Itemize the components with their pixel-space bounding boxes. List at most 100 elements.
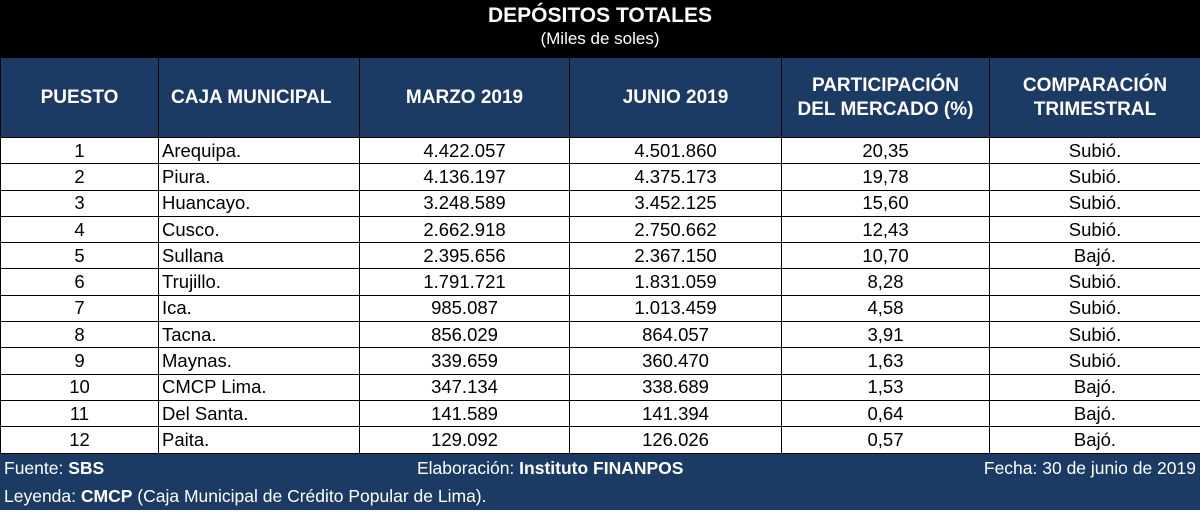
cell-comparison: Subió. — [989, 215, 1200, 244]
elaboration-value: Instituto FINANPOS — [519, 457, 684, 478]
cell-june: 1.831.059 — [569, 268, 782, 296]
table-row: 3 Huancayo. 3.248.589 3.452.125 15,60 Subió. — [0, 189, 1200, 217]
legend-note: Leyenda: CMCP (Caja Municipal de Crédito… — [4, 483, 487, 509]
cell-rank: 10 — [0, 373, 159, 401]
cell-rank: 6 — [0, 268, 159, 296]
cell-june: 360.470 — [569, 347, 782, 375]
table-row: 12 Paita. 129.092 126.026 0,57 Bajó. — [0, 426, 1200, 454]
cell-share: 12,43 — [781, 215, 990, 244]
cell-march: 129.092 — [359, 426, 570, 454]
cell-march: 339.659 — [359, 347, 570, 375]
cell-comparison: Subió. — [989, 136, 1200, 165]
cell-share: 19,78 — [781, 163, 990, 191]
cell-share: 15,60 — [781, 189, 990, 217]
cell-share: 1,63 — [781, 347, 990, 375]
footer-row-1: Fuente: SBS Elaboración: Instituto FINAN… — [4, 455, 1196, 481]
cell-share: 20,35 — [781, 136, 990, 165]
footer-row-2: Leyenda: CMCP (Caja Municipal de Crédito… — [4, 483, 1196, 509]
source-label: Fuente: — [4, 457, 64, 478]
cell-june: 126.026 — [569, 426, 782, 454]
table-row: 11 Del Santa. 141.589 141.394 0,64 Bajó. — [0, 399, 1200, 428]
cell-entity: Sullana — [158, 242, 360, 270]
cell-share: 0,57 — [781, 426, 990, 454]
cell-rank: 11 — [0, 399, 159, 428]
cell-june: 2.750.662 — [569, 215, 782, 244]
cell-rank: 12 — [0, 426, 159, 454]
legend-key: CMCP — [80, 485, 133, 506]
table-row: 10 CMCP Lima. 347.134 338.689 1,53 Bajó. — [0, 373, 1200, 401]
cell-share: 10,70 — [781, 242, 990, 270]
cell-entity: Cusco. — [158, 215, 360, 244]
cell-entity: Huancayo. — [158, 189, 360, 217]
col-header-share-line1: PARTICIPACIÓN — [811, 74, 960, 96]
cell-entity: Paita. — [158, 426, 360, 454]
table-row: 5 Sullana 2.395.656 2.367.150 10,70 Bajó. — [0, 242, 1200, 270]
cell-rank: 9 — [0, 347, 159, 375]
cell-march: 3.248.589 — [359, 189, 570, 217]
cell-comparison: Bajó. — [989, 426, 1200, 454]
cell-share: 1,53 — [781, 373, 990, 401]
legend-label: Leyenda: — [4, 485, 77, 506]
cell-rank: 2 — [0, 163, 159, 191]
cell-march: 4.136.197 — [359, 163, 570, 191]
col-header-comparison: COMPARACIÓN TRIMESTRAL — [989, 57, 1200, 138]
cell-comparison: Subió. — [989, 347, 1200, 375]
cell-rank: 8 — [0, 321, 159, 349]
cell-june: 4.375.173 — [569, 163, 782, 191]
cell-june: 1.013.459 — [569, 294, 782, 323]
cell-entity: Arequipa. — [158, 136, 360, 165]
cell-june: 141.394 — [569, 399, 782, 428]
col-header-share: PARTICIPACIÓN DEL MERCADO (%) — [781, 57, 990, 138]
col-header-comparison-line1: COMPARACIÓN — [1022, 74, 1168, 96]
cell-march: 856.029 — [359, 321, 570, 349]
cell-march: 985.087 — [359, 294, 570, 323]
cell-comparison: Subió. — [989, 189, 1200, 217]
report-title: DEPÓSITOS TOTALES — [487, 4, 713, 27]
cell-june: 3.452.125 — [569, 189, 782, 217]
cell-comparison: Bajó. — [989, 373, 1200, 401]
cell-entity: Del Santa. — [158, 399, 360, 428]
cell-rank: 4 — [0, 215, 159, 244]
cell-comparison: Subió. — [989, 163, 1200, 191]
deposits-table: PUESTO CAJA MUNICIPAL MARZO 2019 JUNIO 2… — [0, 57, 1200, 454]
col-header-entity: CAJA MUNICIPAL — [158, 57, 360, 138]
cell-share: 3,91 — [781, 321, 990, 349]
cell-march: 1.791.721 — [359, 268, 570, 296]
cell-entity: Maynas. — [158, 347, 360, 375]
report-subtitle: (Miles de soles) — [540, 29, 660, 48]
cell-entity: Trujillo. — [158, 268, 360, 296]
cell-comparison: Bajó. — [989, 399, 1200, 428]
cell-june: 338.689 — [569, 373, 782, 401]
cell-share: 0,64 — [781, 399, 990, 428]
cell-march: 347.134 — [359, 373, 570, 401]
cell-march: 4.422.057 — [359, 136, 570, 165]
cell-entity: Ica. — [158, 294, 360, 323]
cell-comparison: Bajó. — [989, 242, 1200, 270]
table-header: PUESTO CAJA MUNICIPAL MARZO 2019 JUNIO 2… — [0, 57, 1200, 138]
cell-comparison: Subió. — [989, 321, 1200, 349]
cell-share: 8,28 — [781, 268, 990, 296]
cell-june: 864.057 — [569, 321, 782, 349]
cell-rank: 7 — [0, 294, 159, 323]
cell-march: 2.662.918 — [359, 215, 570, 244]
cell-march: 141.589 — [359, 399, 570, 428]
cell-comparison: Subió. — [989, 268, 1200, 296]
cell-rank: 5 — [0, 242, 159, 270]
footer: Fuente: SBS Elaboración: Instituto FINAN… — [0, 453, 1200, 510]
legend-text: (Caja Municipal de Crédito Popular de Li… — [137, 485, 487, 506]
elaboration-label: Elaboración: — [417, 457, 515, 478]
table-row: 8 Tacna. 856.029 864.057 3,91 Subió. — [0, 321, 1200, 349]
title-band: DEPÓSITOS TOTALES (Miles de soles) — [0, 0, 1200, 57]
col-header-comparison-line2: TRIMESTRAL — [1033, 98, 1157, 120]
cell-rank: 1 — [0, 136, 159, 165]
cell-march: 2.395.656 — [359, 242, 570, 270]
date-note: Fecha: 30 de junio de 2019 — [983, 457, 1196, 478]
table-body: 1 Arequipa. 4.422.057 4.501.860 20,35 Subió. 2… — [0, 136, 1200, 454]
col-header-march: MARZO 2019 — [359, 57, 570, 138]
table-row: 2 Piura. 4.136.197 4.375.173 19,78 Subió. — [0, 163, 1200, 191]
cell-rank: 3 — [0, 189, 159, 217]
col-header-rank: PUESTO — [0, 57, 159, 138]
col-header-share-line2: DEL MERCADO (%) — [797, 98, 974, 120]
cell-entity: Tacna. — [158, 321, 360, 349]
